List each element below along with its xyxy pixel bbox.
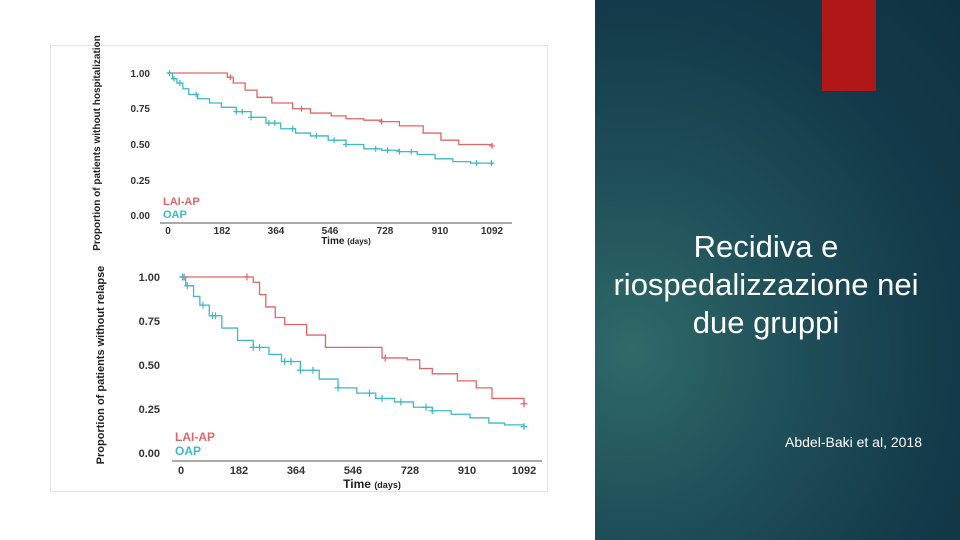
chart2-censor-mark-oap <box>183 282 191 290</box>
chart1-series <box>166 70 495 167</box>
chart1-censor-mark-lai-ap <box>489 142 495 149</box>
chart1-censor-mark-lai-ap <box>298 105 305 112</box>
chart1-censor-mark-oap <box>239 108 246 115</box>
chart1-censor-mark-oap <box>265 120 272 127</box>
chart-relapse: Proportion of patients without relapse 0… <box>95 266 542 491</box>
chart2-ytick-3: 0.75 <box>139 316 160 328</box>
chart1-x-ticks: 0 182 364 546 728 910 1092 <box>165 226 503 237</box>
chart2-x-ticks: 0 182 364 546 728 910 1092 <box>178 465 536 477</box>
chart1-line-lai-ap <box>168 72 493 146</box>
chart2-y-ticks: 0.00 0.25 0.50 0.75 1.00 <box>139 272 160 460</box>
chart1-censor-mark-oap <box>289 125 296 132</box>
chart-frame <box>50 45 548 492</box>
chart2-censor-mark-oap <box>309 366 317 374</box>
chart1-censor-mark-lai-ap <box>378 118 385 125</box>
chart2-ytick-4: 1.00 <box>139 272 160 284</box>
chart2-xtick-5: 910 <box>458 465 476 477</box>
chart1-legend-oap: OAP <box>163 209 187 221</box>
chart1-censor-mark-oap <box>170 75 177 82</box>
chart1-ytick-0: 0.00 <box>131 211 151 222</box>
chart1-ylabel: Proportion of patients without hospitali… <box>92 35 103 251</box>
chart1-legend-lai: LAI-AP <box>163 196 200 208</box>
chart1-xtick-1: 182 <box>214 226 231 237</box>
chart2-ytick-1: 0.25 <box>139 404 160 416</box>
chart2-censor-mark-oap <box>281 357 289 365</box>
chart1-xtick-3: 546 <box>322 226 339 237</box>
chart2-censor-mark-oap <box>520 423 528 431</box>
chart2-line-oap <box>181 276 525 427</box>
chart1-xlabel-unit: (days) <box>347 237 371 246</box>
citation: Abdel-Baki et al, 2018 <box>785 434 922 450</box>
chart1-xtick-6: 1092 <box>481 226 504 237</box>
chart2-censor-mark-oap <box>287 357 295 365</box>
chart2-line-lai-ap <box>181 276 525 404</box>
chart2-ytick-2: 0.50 <box>139 360 160 372</box>
chart2-censor-mark-oap <box>249 343 257 351</box>
chart2-censor-mark-lai-ap <box>381 354 389 362</box>
chart1-xlabel: Time (days) <box>321 236 371 247</box>
title-panel <box>595 0 960 540</box>
chart2-xtick-4: 728 <box>401 465 419 477</box>
chart2-legend-lai: LAI-AP <box>175 430 215 444</box>
chart2-xtick-6: 1092 <box>512 465 536 477</box>
chart1-censor-mark-oap <box>193 91 200 98</box>
chart2-xtick-1: 182 <box>230 465 248 477</box>
chart1-censor-mark-oap <box>372 145 379 152</box>
chart2-censor-mark-oap <box>428 407 436 415</box>
chart2-ylabel: Proportion of patients without relapse <box>95 266 107 465</box>
chart1-xtick-0: 0 <box>165 226 171 237</box>
chart2-xlabel-unit: (days) <box>374 480 401 490</box>
chart1-censor-mark-oap <box>271 120 278 127</box>
chart2-censor-mark-oap <box>334 384 342 392</box>
chart1-censor-mark-oap <box>473 160 480 167</box>
chart1-censor-mark-oap <box>396 148 403 155</box>
chart2-censor-mark-oap <box>397 398 405 406</box>
chart2-series <box>179 273 528 431</box>
chart2-xtick-2: 364 <box>287 465 306 477</box>
chart2-ytick-0: 0.00 <box>139 448 160 460</box>
chart1-censor-mark-oap <box>384 147 391 154</box>
chart2-legend-oap: OAP <box>175 444 201 458</box>
chart2-censor-mark-oap <box>212 312 220 320</box>
chart1-censor-mark-oap <box>343 141 350 148</box>
chart1-ytick-1: 0.25 <box>131 176 151 187</box>
accent-bar <box>822 0 876 91</box>
chart1-censor-mark-oap <box>488 160 495 167</box>
chart1-censor-mark-oap <box>313 132 320 139</box>
chart1-censor-mark-lai-ap <box>227 74 234 81</box>
chart2-xtick-3: 546 <box>344 465 362 477</box>
chart1-censor-mark-oap <box>248 114 255 121</box>
chart1-censor-mark-oap <box>166 70 173 76</box>
chart2-xtick-0: 0 <box>178 465 184 477</box>
chart-hospitalization: Proportion of patients without hospitali… <box>92 35 512 251</box>
chart1-ytick-2: 0.50 <box>131 140 151 151</box>
chart2-censor-mark-oap <box>365 389 373 397</box>
chart2-censor-mark-lai-ap <box>520 400 528 408</box>
km-charts: Proportion of patients without hospitali… <box>92 35 542 491</box>
chart1-y-ticks: 0.00 0.25 0.50 0.75 1.00 <box>131 69 151 222</box>
chart1-xtick-4: 728 <box>377 226 394 237</box>
chart2-censor-mark-oap <box>378 394 386 402</box>
chart1-censor-mark-oap <box>233 108 240 115</box>
slide-title: Recidiva e riospedalizzazione nei due gr… <box>613 229 919 340</box>
chart2-xlabel: Time (days) <box>343 477 401 491</box>
chart1-xtick-2: 364 <box>268 226 285 237</box>
chart1-censor-mark-oap <box>408 148 415 155</box>
chart1-ytick-4: 1.00 <box>131 69 151 80</box>
chart2-censor-mark-oap <box>199 301 207 309</box>
chart2-censor-mark-lai-ap <box>243 273 251 281</box>
chart2-censor-mark-oap <box>179 273 187 281</box>
chart1-line-oap <box>168 72 493 165</box>
chart2-censor-mark-oap <box>296 366 304 374</box>
chart1-ytick-3: 0.75 <box>131 104 151 115</box>
chart1-censor-mark-oap <box>176 80 183 87</box>
chart1-xtick-5: 910 <box>432 226 449 237</box>
chart2-censor-mark-oap <box>256 343 264 351</box>
chart2-censor-mark-oap <box>422 403 430 411</box>
chart1-censor-mark-oap <box>331 137 338 144</box>
